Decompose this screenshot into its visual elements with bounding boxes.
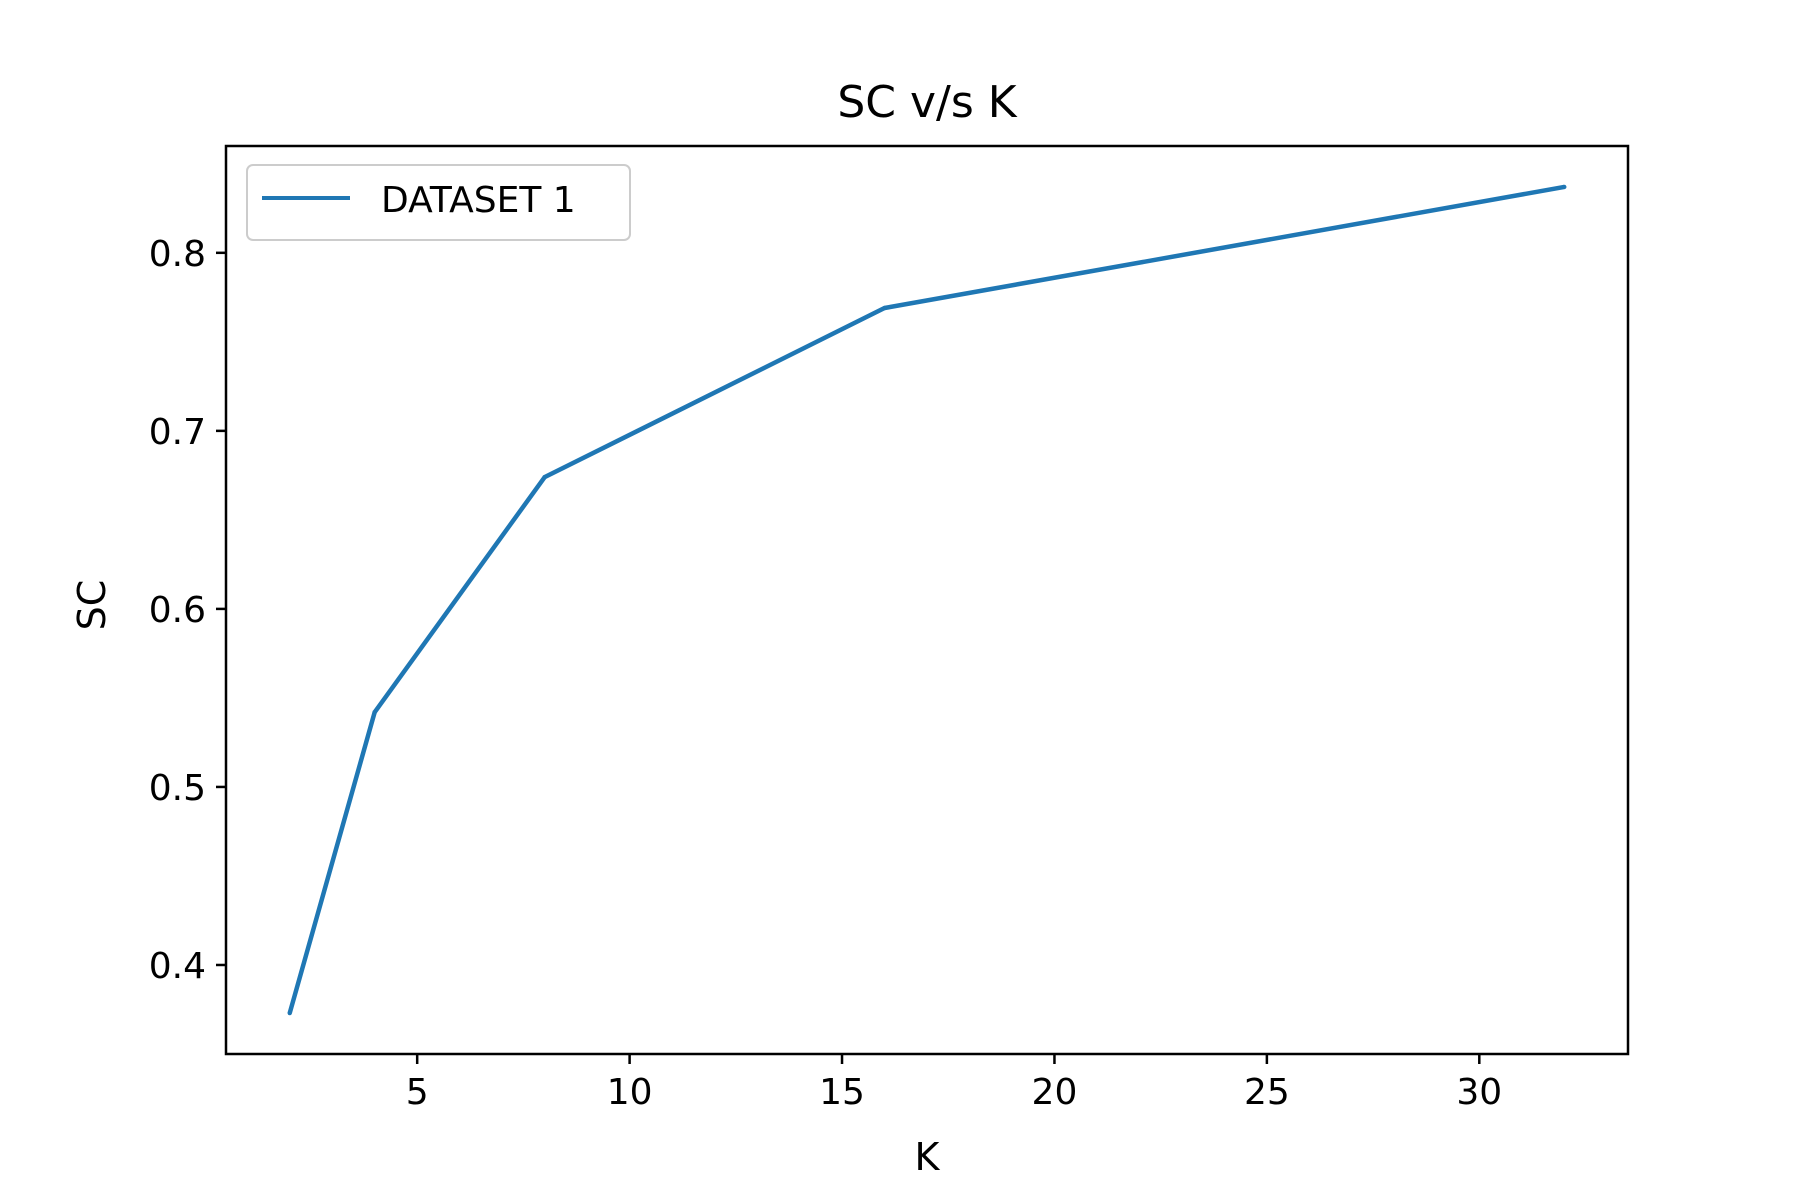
series-lines — [287, 184, 1567, 1016]
legend-label: DATASET 1 — [381, 180, 576, 221]
y-tick-label: 0.5 — [149, 768, 206, 809]
legend: DATASET 1 — [246, 164, 631, 241]
data-point — [542, 474, 547, 480]
y-tick-label: 0.4 — [149, 946, 206, 987]
legend-box — [246, 164, 631, 241]
x-tick-label: 15 — [819, 1072, 865, 1113]
data-point — [372, 709, 377, 715]
x-axis-ticks: 5 10 15 20 25 30 — [406, 1054, 1502, 1113]
x-axis-label: K — [915, 1135, 941, 1179]
data-point — [882, 305, 887, 311]
y-tick-label: 0.6 — [149, 590, 206, 631]
plot-area-frame — [224, 144, 1630, 1056]
y-tick-label: 0.7 — [149, 412, 206, 453]
x-tick-label: 20 — [1032, 1072, 1078, 1113]
y-axis-ticks: 0.4 0.5 0.6 0.7 0.8 — [149, 234, 226, 987]
data-point — [287, 1010, 292, 1016]
x-tick-label: 5 — [406, 1072, 429, 1113]
x-tick-label: 10 — [607, 1072, 653, 1113]
data-point — [1562, 184, 1567, 190]
x-tick-label: 30 — [1456, 1072, 1502, 1113]
chart-title: SC v/s K — [837, 77, 1017, 128]
y-axis-label: SC — [70, 580, 114, 631]
y-tick-label: 0.8 — [149, 234, 206, 275]
x-tick-label: 25 — [1244, 1072, 1290, 1113]
